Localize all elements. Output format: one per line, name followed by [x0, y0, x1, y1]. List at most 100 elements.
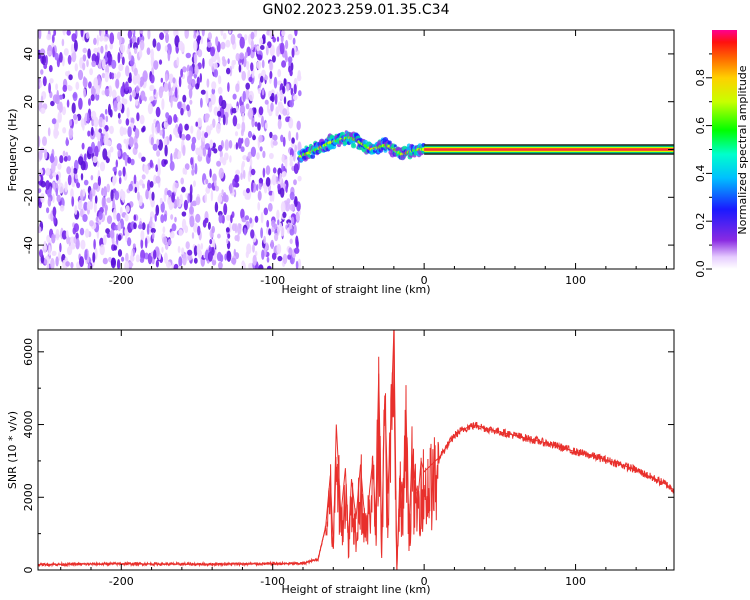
noise-speckle [289, 69, 293, 77]
noise-speckle [202, 57, 205, 69]
noise-speckle [133, 67, 138, 76]
noise-speckle [271, 174, 277, 186]
noise-speckle [63, 48, 69, 56]
noise-speckle [112, 166, 117, 172]
noise-speckle [68, 74, 73, 81]
noise-speckle [180, 68, 184, 78]
noise-speckle [229, 65, 233, 77]
noise-speckle [241, 112, 245, 123]
noise-speckle [246, 188, 250, 194]
noise-speckle [264, 75, 269, 81]
noise-speckle [99, 30, 102, 37]
noise-speckle [88, 98, 91, 106]
noise-speckle [147, 179, 151, 192]
noise-speckle [124, 214, 129, 222]
noise-speckle [62, 30, 66, 36]
noise-speckle [65, 71, 70, 77]
noise-speckle [211, 259, 217, 266]
noise-speckle [45, 167, 51, 176]
noise-speckle [54, 94, 60, 105]
noise-speckle [38, 136, 41, 148]
noise-speckle [166, 261, 172, 269]
noise-speckle [40, 107, 46, 114]
noise-speckle [118, 170, 122, 177]
noise-speckle [239, 36, 245, 49]
noise-speckle [109, 109, 113, 118]
noise-speckle [128, 136, 134, 148]
noise-speckle [53, 30, 57, 36]
noise-speckle [113, 100, 118, 112]
noise-speckle [116, 95, 121, 103]
noise-speckle [280, 134, 284, 143]
noise-speckle [187, 193, 190, 204]
noise-speckle [191, 232, 195, 239]
noise-speckle [257, 87, 262, 94]
spectrogram-x-label: Height of straight line (km) [281, 283, 430, 296]
noise-speckle [200, 97, 203, 108]
noise-speckle [98, 211, 103, 221]
noise-speckle [165, 112, 170, 119]
noise-speckle [177, 150, 182, 159]
noise-speckle [257, 190, 262, 201]
noise-speckle [174, 216, 177, 223]
noise-speckle [163, 213, 167, 222]
noise-speckle [269, 30, 273, 39]
noise-speckle [252, 254, 257, 266]
noise-speckle [139, 114, 145, 125]
noise-speckle [232, 115, 238, 127]
noise-speckle [52, 46, 55, 58]
noise-speckle [59, 155, 64, 164]
noise-speckle [104, 88, 110, 97]
noise-speckle [153, 249, 157, 260]
noise-speckle [271, 134, 278, 140]
noise-speckle [209, 168, 212, 178]
noise-speckle [91, 118, 95, 127]
noise-speckle [252, 244, 255, 253]
noise-speckle [86, 59, 89, 68]
tone-band [424, 148, 674, 151]
noise-speckle [250, 39, 254, 51]
noise-speckle [113, 208, 117, 220]
noise-speckle [204, 132, 209, 138]
noise-speckle [138, 179, 144, 186]
noise-speckle [50, 258, 55, 269]
noise-speckle [260, 211, 264, 224]
noise-speckle [67, 155, 71, 162]
noise-speckle [38, 149, 43, 161]
noise-speckle [280, 35, 284, 43]
noise-speckle [250, 181, 254, 193]
noise-speckle [172, 77, 176, 84]
noise-speckle [160, 214, 165, 224]
noise-speckle [237, 137, 242, 149]
noise-speckle [68, 127, 74, 139]
noise-speckle [71, 165, 74, 176]
noise-speckle [271, 226, 275, 233]
x-tick-label: 100 [565, 274, 586, 287]
noise-speckle [151, 232, 155, 240]
noise-speckle [250, 168, 256, 176]
noise-speckle [163, 121, 168, 129]
noise-speckle [249, 158, 253, 167]
noise-speckle [245, 103, 250, 110]
noise-speckle [246, 60, 250, 71]
noise-speckle [191, 200, 197, 207]
noise-speckle [289, 154, 293, 164]
noise-speckle [154, 213, 157, 222]
noise-speckle [234, 131, 239, 137]
noise-speckle [254, 250, 258, 257]
noise-speckle [258, 134, 263, 143]
noise-speckle [106, 183, 110, 193]
noise-speckle [109, 42, 114, 50]
noise-speckle [249, 217, 253, 224]
noise-speckle [146, 47, 151, 55]
noise-speckle [152, 143, 158, 151]
noise-speckle [282, 211, 287, 218]
noise-speckle [221, 189, 224, 196]
y-tick-label: 4000 [22, 411, 35, 439]
noise-speckle [217, 144, 223, 152]
noise-speckle [81, 142, 85, 150]
y-tick-label: 40 [22, 47, 35, 61]
noise-speckle [130, 158, 135, 166]
noise-speckle [200, 89, 206, 95]
